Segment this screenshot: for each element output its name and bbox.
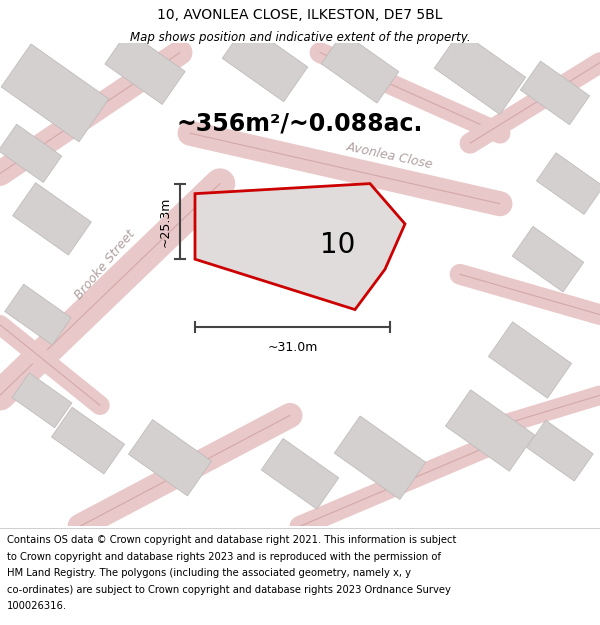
Polygon shape [527, 420, 593, 481]
Polygon shape [5, 284, 71, 345]
Polygon shape [536, 152, 600, 214]
Text: 10, AVONLEA CLOSE, ILKESTON, DE7 5BL: 10, AVONLEA CLOSE, ILKESTON, DE7 5BL [157, 8, 443, 22]
Polygon shape [334, 416, 425, 499]
Text: 10: 10 [320, 231, 355, 259]
Text: ~31.0m: ~31.0m [268, 341, 317, 354]
Text: 100026316.: 100026316. [7, 601, 67, 611]
Polygon shape [520, 61, 590, 124]
Text: ~25.3m: ~25.3m [159, 196, 172, 247]
Text: ~356m²/~0.088ac.: ~356m²/~0.088ac. [177, 111, 423, 135]
Polygon shape [261, 439, 339, 509]
Text: Contains OS data © Crown copyright and database right 2021. This information is : Contains OS data © Crown copyright and d… [7, 535, 457, 545]
Polygon shape [445, 390, 535, 471]
Polygon shape [434, 31, 526, 114]
Text: HM Land Registry. The polygons (including the associated geometry, namely x, y: HM Land Registry. The polygons (includin… [7, 568, 411, 578]
Polygon shape [488, 322, 572, 398]
Polygon shape [321, 32, 399, 103]
Text: to Crown copyright and database rights 2023 and is reproduced with the permissio: to Crown copyright and database rights 2… [7, 552, 441, 562]
Polygon shape [52, 408, 125, 474]
Text: Brooke Street: Brooke Street [73, 227, 137, 301]
Polygon shape [512, 226, 584, 292]
Text: Avonlea Close: Avonlea Close [346, 140, 434, 171]
Polygon shape [195, 184, 405, 309]
Polygon shape [1, 44, 109, 142]
Polygon shape [12, 373, 72, 428]
Polygon shape [105, 31, 185, 104]
Polygon shape [13, 182, 91, 255]
Polygon shape [128, 419, 212, 496]
Text: Map shows position and indicative extent of the property.: Map shows position and indicative extent… [130, 31, 470, 44]
Polygon shape [222, 24, 308, 102]
Polygon shape [0, 124, 62, 182]
Text: co-ordinates) are subject to Crown copyright and database rights 2023 Ordnance S: co-ordinates) are subject to Crown copyr… [7, 585, 451, 595]
